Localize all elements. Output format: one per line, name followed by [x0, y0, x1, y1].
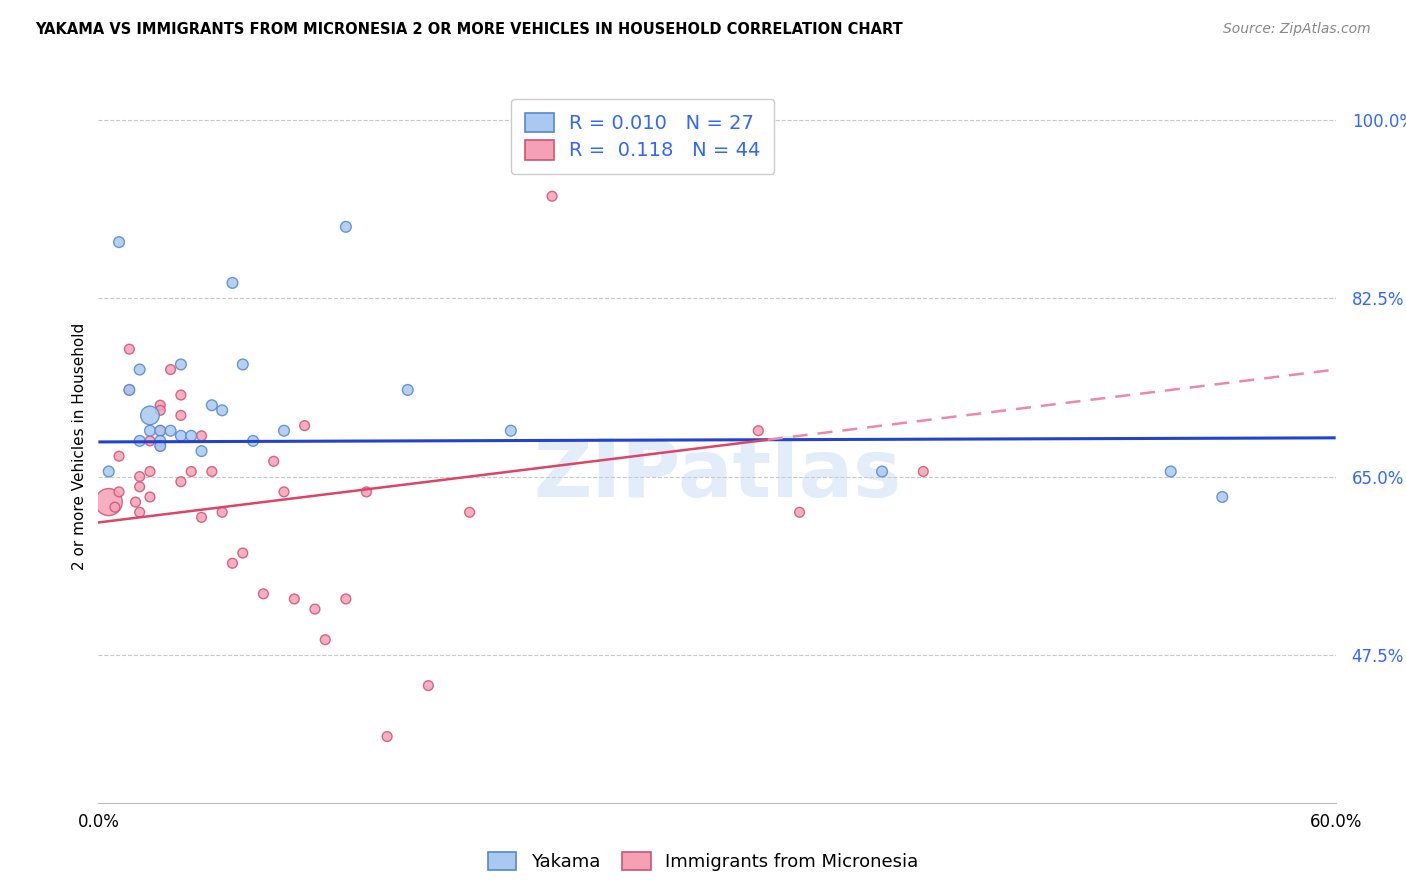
- Point: [118, 383, 141, 397]
- Point: [108, 484, 131, 499]
- Point: [128, 505, 150, 519]
- Point: [870, 465, 893, 479]
- Y-axis label: 2 or more Vehicles in Household: 2 or more Vehicles in Household: [72, 322, 87, 570]
- Point: [190, 510, 212, 524]
- Point: [789, 505, 811, 519]
- Point: [283, 591, 305, 606]
- Point: [304, 602, 326, 616]
- Point: [273, 424, 295, 438]
- Point: [314, 632, 336, 647]
- Point: [190, 444, 212, 458]
- Point: [149, 439, 172, 453]
- Point: [159, 424, 181, 438]
- Point: [356, 484, 378, 499]
- Point: [263, 454, 285, 468]
- Point: [108, 449, 131, 463]
- Text: ZIPatlas: ZIPatlas: [533, 435, 901, 514]
- Point: [118, 383, 141, 397]
- Point: [912, 465, 935, 479]
- Point: [294, 418, 316, 433]
- Point: [201, 398, 224, 412]
- Point: [97, 465, 120, 479]
- Point: [170, 429, 193, 443]
- Point: [273, 484, 295, 499]
- Point: [149, 403, 172, 417]
- Point: [149, 424, 172, 438]
- Point: [118, 342, 141, 356]
- Point: [159, 362, 181, 376]
- Point: [396, 383, 419, 397]
- Point: [221, 556, 243, 570]
- Point: [139, 424, 162, 438]
- Point: [499, 424, 522, 438]
- Point: [139, 465, 162, 479]
- Point: [211, 505, 233, 519]
- Point: [232, 546, 254, 560]
- Text: Source: ZipAtlas.com: Source: ZipAtlas.com: [1223, 22, 1371, 37]
- Point: [747, 424, 769, 438]
- Point: [170, 475, 193, 489]
- Point: [190, 429, 212, 443]
- Point: [149, 434, 172, 448]
- Point: [97, 495, 120, 509]
- Point: [458, 505, 481, 519]
- Point: [232, 358, 254, 372]
- Point: [418, 679, 440, 693]
- Point: [170, 409, 193, 423]
- Point: [149, 439, 172, 453]
- Point: [128, 362, 150, 376]
- Point: [335, 219, 357, 234]
- Point: [139, 434, 162, 448]
- Point: [149, 424, 172, 438]
- Point: [1160, 465, 1182, 479]
- Point: [221, 276, 243, 290]
- Point: [1211, 490, 1233, 504]
- Point: [211, 403, 233, 417]
- Point: [170, 388, 193, 402]
- Point: [170, 358, 193, 372]
- Point: [252, 587, 274, 601]
- Point: [149, 398, 172, 412]
- Point: [108, 235, 131, 249]
- Point: [124, 495, 146, 509]
- Point: [139, 409, 162, 423]
- Point: [180, 465, 202, 479]
- Point: [335, 591, 357, 606]
- Point: [375, 730, 398, 744]
- Point: [128, 434, 150, 448]
- Point: [242, 434, 264, 448]
- Point: [128, 469, 150, 483]
- Point: [128, 480, 150, 494]
- Legend: R = 0.010   N = 27, R =  0.118   N = 44: R = 0.010 N = 27, R = 0.118 N = 44: [512, 99, 775, 174]
- Text: YAKAMA VS IMMIGRANTS FROM MICRONESIA 2 OR MORE VEHICLES IN HOUSEHOLD CORRELATION: YAKAMA VS IMMIGRANTS FROM MICRONESIA 2 O…: [35, 22, 903, 37]
- Point: [139, 490, 162, 504]
- Point: [201, 465, 224, 479]
- Legend: Yakama, Immigrants from Micronesia: Yakama, Immigrants from Micronesia: [481, 845, 925, 879]
- Point: [104, 500, 127, 515]
- Point: [541, 189, 564, 203]
- Point: [180, 429, 202, 443]
